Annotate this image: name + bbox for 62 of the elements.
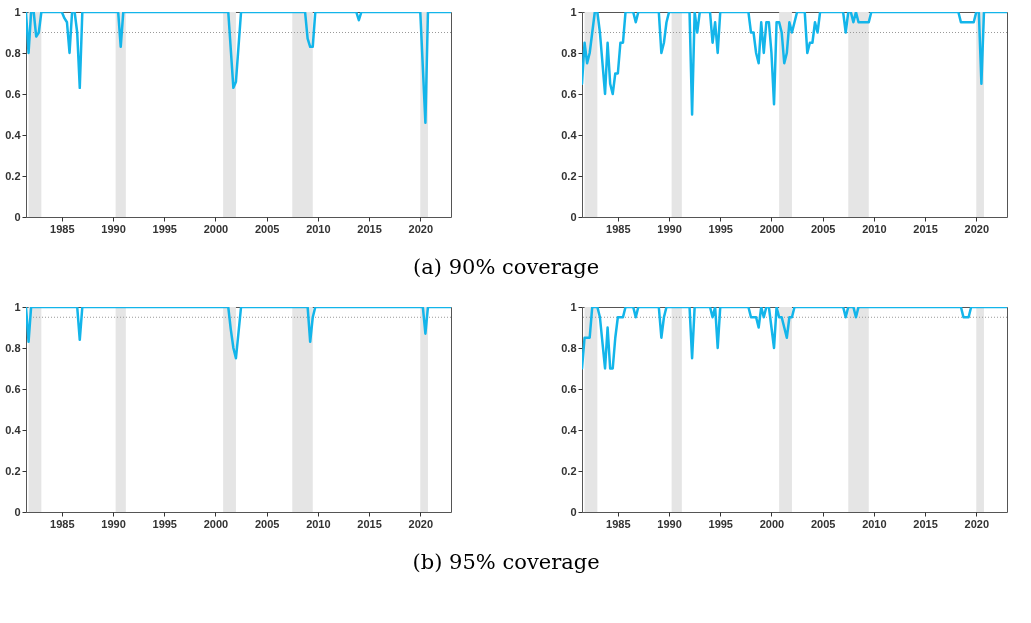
y-tick-label: 0.8: [561, 46, 577, 59]
y-tick-label: 0.4: [5, 128, 22, 141]
y-tick-label: 1: [570, 300, 577, 313]
y-tick-label: 0.2: [561, 169, 577, 182]
x-tick-label: 2020: [408, 517, 434, 530]
x-tick-label: 2010: [306, 222, 331, 235]
y-tick-label: 0: [570, 210, 577, 223]
x-tick-label: 2000: [203, 517, 229, 530]
y-tick-label: 0.2: [5, 464, 21, 477]
x-tick-label: 2010: [306, 517, 331, 530]
x-tick-label: 2005: [810, 222, 836, 235]
line-series: [26, 12, 451, 124]
x-tick-label: 2020: [964, 222, 990, 235]
x-tick-label: 1995: [152, 222, 177, 235]
x-tick-label: 1995: [152, 517, 177, 530]
x-tick-label: 2015: [357, 222, 382, 235]
text: (b) 95% coverage: [412, 549, 600, 574]
y-tick-label: 1: [14, 5, 21, 18]
y-tick-label: 0: [14, 505, 21, 518]
y-tick-label: 0.8: [561, 341, 577, 354]
x-tick-label: 1990: [657, 517, 682, 530]
y-tick-label: 0: [570, 505, 577, 518]
line-series: [582, 307, 1007, 370]
y-tick-label: 0.2: [5, 169, 21, 182]
x-tick-label: 1985: [606, 222, 631, 235]
x-tick-label: 2000: [759, 517, 785, 530]
y-tick-label: 0.4: [5, 423, 22, 436]
y-tick-label: 0.4: [561, 128, 578, 141]
y-tick-label: 0.6: [561, 382, 577, 395]
x-tick-label: 2015: [913, 222, 938, 235]
y-tick-label: 0.6: [561, 87, 577, 100]
y-tick-label: 0.2: [561, 464, 577, 477]
x-tick-label: 2010: [862, 517, 887, 530]
x-tick-label: 2005: [254, 517, 280, 530]
x-tick-label: 2005: [254, 222, 280, 235]
x-tick-label: 2020: [408, 222, 434, 235]
x-tick-label: 1995: [708, 517, 733, 530]
y-tick-label: 1: [570, 5, 577, 18]
x-tick-label: 1985: [50, 222, 75, 235]
y-tick-label: 0.8: [5, 46, 21, 59]
x-tick-label: 2000: [759, 222, 785, 235]
line-series: [582, 12, 1007, 116]
x-tick-label: 1995: [708, 222, 733, 235]
x-tick-label: 2010: [862, 222, 887, 235]
line-series: [26, 307, 451, 360]
x-tick-label: 1985: [50, 517, 75, 530]
y-tick-label: 0: [14, 210, 21, 223]
x-tick-label: 2005: [810, 517, 836, 530]
y-tick-label: 0.6: [5, 87, 21, 100]
y-tick-label: 1: [14, 300, 21, 313]
x-tick-label: 2000: [203, 222, 229, 235]
x-tick-label: 1990: [657, 222, 682, 235]
x-tick-label: 1985: [606, 517, 631, 530]
x-tick-label: 1990: [101, 517, 126, 530]
x-tick-label: 1990: [101, 222, 126, 235]
x-tick-label: 2015: [913, 517, 938, 530]
x-tick-label: 2020: [964, 517, 990, 530]
y-tick-label: 0.4: [561, 423, 578, 436]
x-tick-label: 2015: [357, 517, 382, 530]
text: (a) 90% coverage: [413, 254, 600, 279]
y-tick-label: 0.8: [5, 341, 21, 354]
y-tick-label: 0.6: [5, 382, 21, 395]
